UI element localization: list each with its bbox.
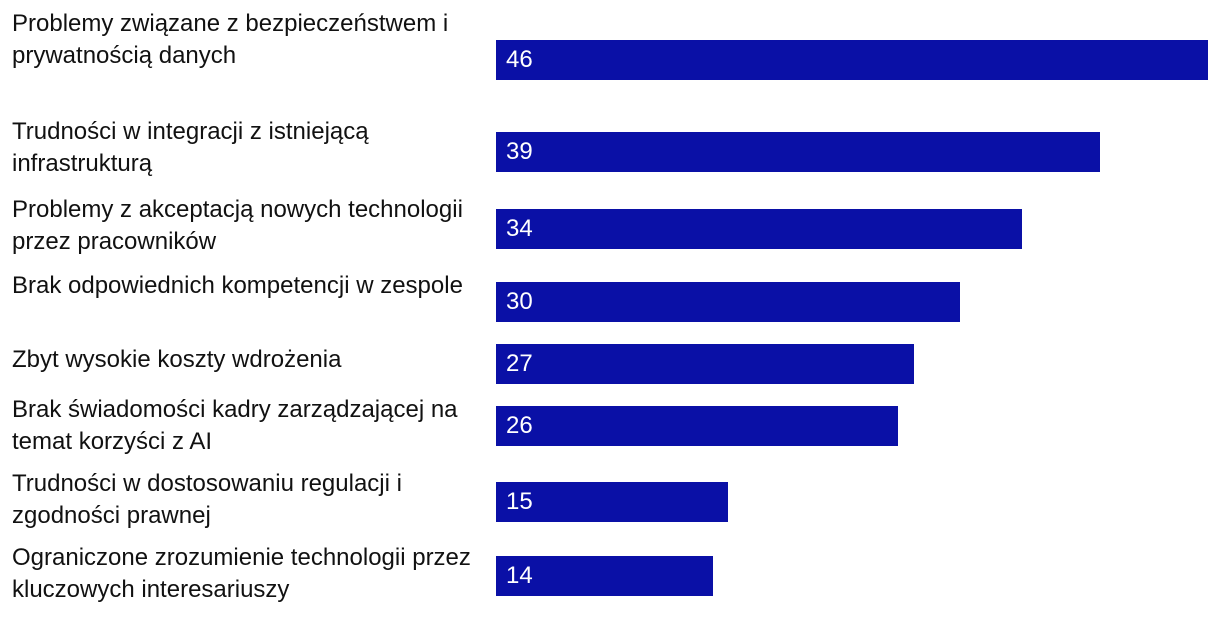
bar-value-label: 34 xyxy=(506,215,533,242)
bar: 27 xyxy=(496,344,914,384)
bar: 34 xyxy=(496,209,1022,249)
category-label: Problemy z akceptacją nowych technologii… xyxy=(12,196,463,255)
category-label: Brak odpowiednich kompetencji w zespole xyxy=(12,272,463,299)
bar: 15 xyxy=(496,482,728,522)
bar-value-label: 30 xyxy=(506,288,533,315)
category-label: Trudności w dostosowaniu regulacji i zgo… xyxy=(12,470,402,529)
bar-value-label: 26 xyxy=(506,412,533,439)
category-label: Zbyt wysokie koszty wdrożenia xyxy=(12,346,342,373)
bar: 14 xyxy=(496,556,713,596)
category-label: Brak świadomości kadry zarządzającej na … xyxy=(12,396,458,455)
category-label: Problemy związane z bezpieczeństwem i pr… xyxy=(12,10,449,69)
bar-value-label: 27 xyxy=(506,350,533,377)
bar-value-label: 39 xyxy=(506,138,533,165)
bar: 46 xyxy=(496,40,1208,80)
bar-value-label: 15 xyxy=(506,488,533,515)
bar: 39 xyxy=(496,132,1100,172)
bar: 30 xyxy=(496,282,960,322)
category-label: Trudności w integracji z istniejącą infr… xyxy=(12,118,369,177)
bar: 26 xyxy=(496,406,898,446)
category-label: Ograniczone zrozumienie technologii prze… xyxy=(12,544,471,603)
bar-value-label: 14 xyxy=(506,562,533,589)
bar-value-label: 46 xyxy=(506,46,533,73)
